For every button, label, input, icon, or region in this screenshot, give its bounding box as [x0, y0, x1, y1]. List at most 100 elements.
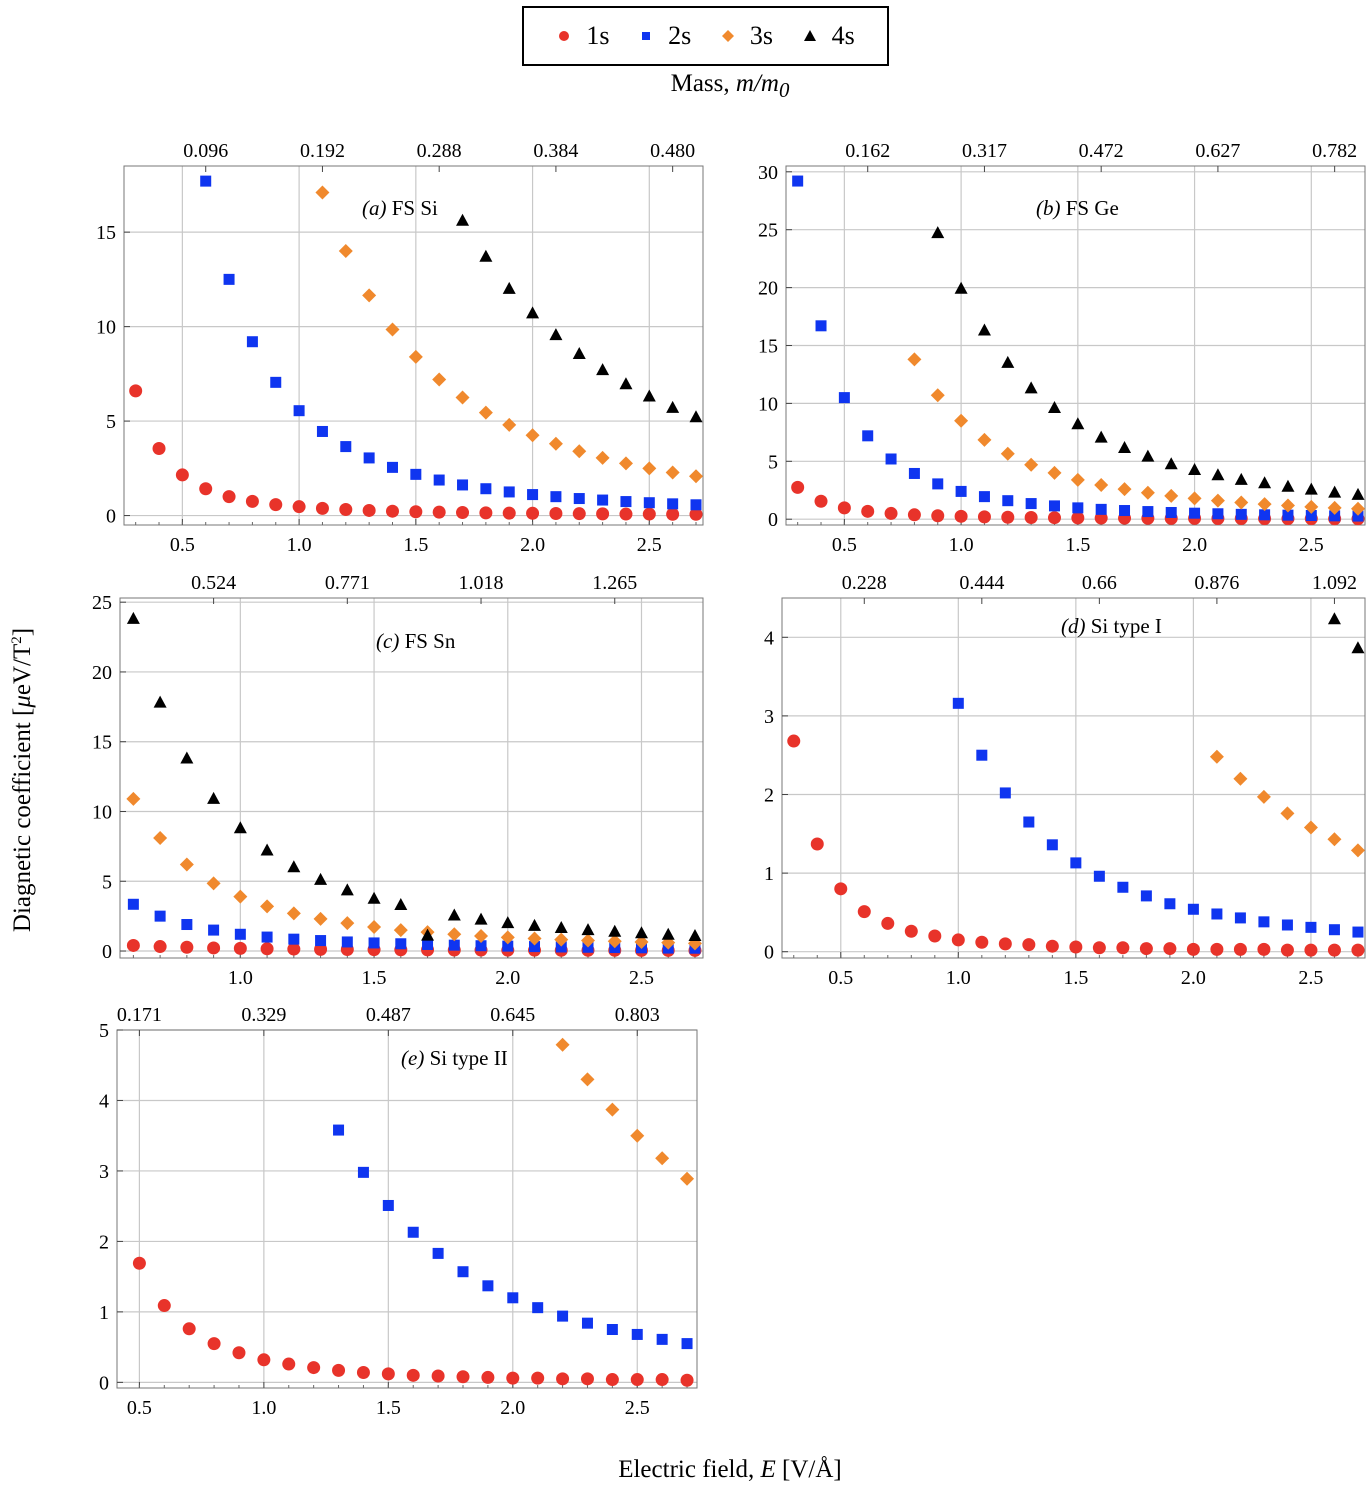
- data-point-4s: [1118, 440, 1132, 453]
- data-point-4s: [1024, 381, 1038, 394]
- x-tick-label: 1.0: [287, 534, 312, 556]
- data-point-2s: [1095, 503, 1107, 515]
- panel-label-tag: (d): [1061, 614, 1091, 638]
- data-point-2s: [952, 697, 964, 709]
- data-point-4s: [479, 249, 493, 262]
- data-point-2s: [815, 320, 827, 332]
- data-point-2s: [532, 1302, 544, 1314]
- data-point-2s: [620, 496, 632, 508]
- data-point-2s: [1305, 510, 1317, 522]
- data-point-2s: [1234, 912, 1246, 924]
- data-point-1s: [307, 1361, 321, 1375]
- x-tick-label: 0.5: [832, 534, 857, 556]
- x-tick-label: 0.5: [828, 967, 853, 989]
- data-point-2s: [1142, 506, 1154, 518]
- data-point-1s: [787, 734, 801, 748]
- data-point-1s: [881, 916, 895, 930]
- data-point-3s: [126, 791, 141, 806]
- data-point-4s: [549, 328, 563, 341]
- data-point-1s: [814, 494, 828, 508]
- data-point-4s: [526, 306, 540, 319]
- data-point-3s: [502, 417, 517, 432]
- top-axis-title-sub: 0: [778, 78, 790, 102]
- data-point-4s: [260, 843, 274, 856]
- data-point-1s: [292, 500, 306, 514]
- y-tick-label: 0: [99, 1372, 109, 1394]
- data-point-2s: [395, 938, 407, 950]
- data-point-1s: [129, 384, 143, 398]
- top-tick-label: 0.384: [533, 140, 578, 162]
- data-point-1s: [837, 501, 851, 515]
- data-point-2s: [1305, 921, 1317, 933]
- data-point-3s: [179, 857, 194, 872]
- data-point-3s: [548, 436, 563, 451]
- top-tick-label: 0.480: [650, 140, 695, 162]
- data-point-3s: [1070, 472, 1085, 487]
- top-tick-label: 0.171: [117, 1004, 162, 1026]
- top-tick-label: 0.876: [1194, 572, 1239, 594]
- data-point-1s: [502, 506, 516, 520]
- data-point-2s: [1072, 502, 1084, 514]
- data-point-1s: [153, 940, 167, 954]
- data-point-2s: [503, 486, 515, 498]
- data-point-2s: [457, 479, 469, 491]
- data-point-1s: [666, 507, 680, 521]
- data-point-3s: [1047, 465, 1062, 480]
- series-2s: [952, 697, 1364, 938]
- data-point-3s: [1209, 749, 1224, 764]
- data-point-3s: [1350, 843, 1365, 858]
- data-point-1s: [1280, 943, 1294, 957]
- data-point-2s: [932, 478, 944, 490]
- data-point-3s: [907, 352, 922, 367]
- series-3s: [907, 352, 1365, 516]
- top-tick-label: 0.317: [962, 140, 1007, 162]
- data-point-3s: [340, 916, 355, 931]
- data-point-3s: [554, 932, 569, 947]
- data-point-2s: [261, 931, 273, 943]
- panel-4: 0.5 1.0 1.5 2.0 2.5 0 1 2 3 4 0.228 0.444 0.66 0.876 1…: [764, 572, 1366, 989]
- data-point-3s: [605, 1102, 620, 1117]
- data-point-1s: [1163, 942, 1177, 956]
- data-point-3s: [447, 927, 462, 942]
- data-point-3s: [393, 923, 408, 938]
- panel-label-tag: (b): [1036, 196, 1066, 220]
- data-point-2s: [382, 1199, 394, 1211]
- y-tick-label: 10: [92, 801, 112, 823]
- top-tick-label: 1.092: [1312, 572, 1357, 594]
- data-point-2s: [270, 376, 282, 388]
- data-point-3s: [642, 461, 657, 476]
- x-tick-label: 1.5: [1063, 967, 1088, 989]
- series-1s: [132, 1256, 694, 1387]
- top-tick-label: 0.771: [325, 572, 370, 594]
- data-point-1s: [1045, 939, 1059, 953]
- data-point-2s: [557, 1310, 569, 1322]
- data-point-1s: [182, 1322, 196, 1336]
- data-point-2s: [1187, 903, 1199, 915]
- y-axis-title-suffix: ]: [9, 627, 37, 637]
- x-tick-label: 2.0: [1181, 967, 1206, 989]
- plot-frame: [781, 597, 1366, 959]
- data-point-3s: [1304, 499, 1319, 514]
- data-point-1s: [998, 937, 1012, 951]
- data-point-4s: [153, 695, 167, 708]
- data-point-2s: [1235, 508, 1247, 520]
- data-point-1s: [531, 1371, 545, 1385]
- data-point-4s: [1281, 479, 1295, 492]
- legend-entry-2s: 2s: [638, 21, 691, 51]
- data-point-2s: [1259, 509, 1271, 521]
- data-point-2s: [181, 919, 193, 931]
- data-point-3s: [500, 930, 515, 945]
- panel-label-tag: (c): [376, 629, 405, 653]
- panel-2: 0.5 1.0 1.5 2.0 2.5 0 5 10 15 20 25 30 0.162 0.317 0.4…: [758, 140, 1366, 556]
- data-point-1s: [928, 929, 942, 943]
- data-point-3s: [527, 931, 542, 946]
- data-point-3s: [206, 876, 221, 891]
- data-point-1s: [1022, 938, 1036, 952]
- x-tick-label: 2.5: [1299, 534, 1324, 556]
- panel-label-text: FS Si: [392, 196, 438, 220]
- panel-label: (b) FS Ge: [1036, 196, 1119, 220]
- data-point-1s: [572, 507, 586, 521]
- data-point-1s: [884, 506, 898, 520]
- data-point-2s: [1211, 908, 1223, 920]
- data-point-3s: [385, 322, 400, 337]
